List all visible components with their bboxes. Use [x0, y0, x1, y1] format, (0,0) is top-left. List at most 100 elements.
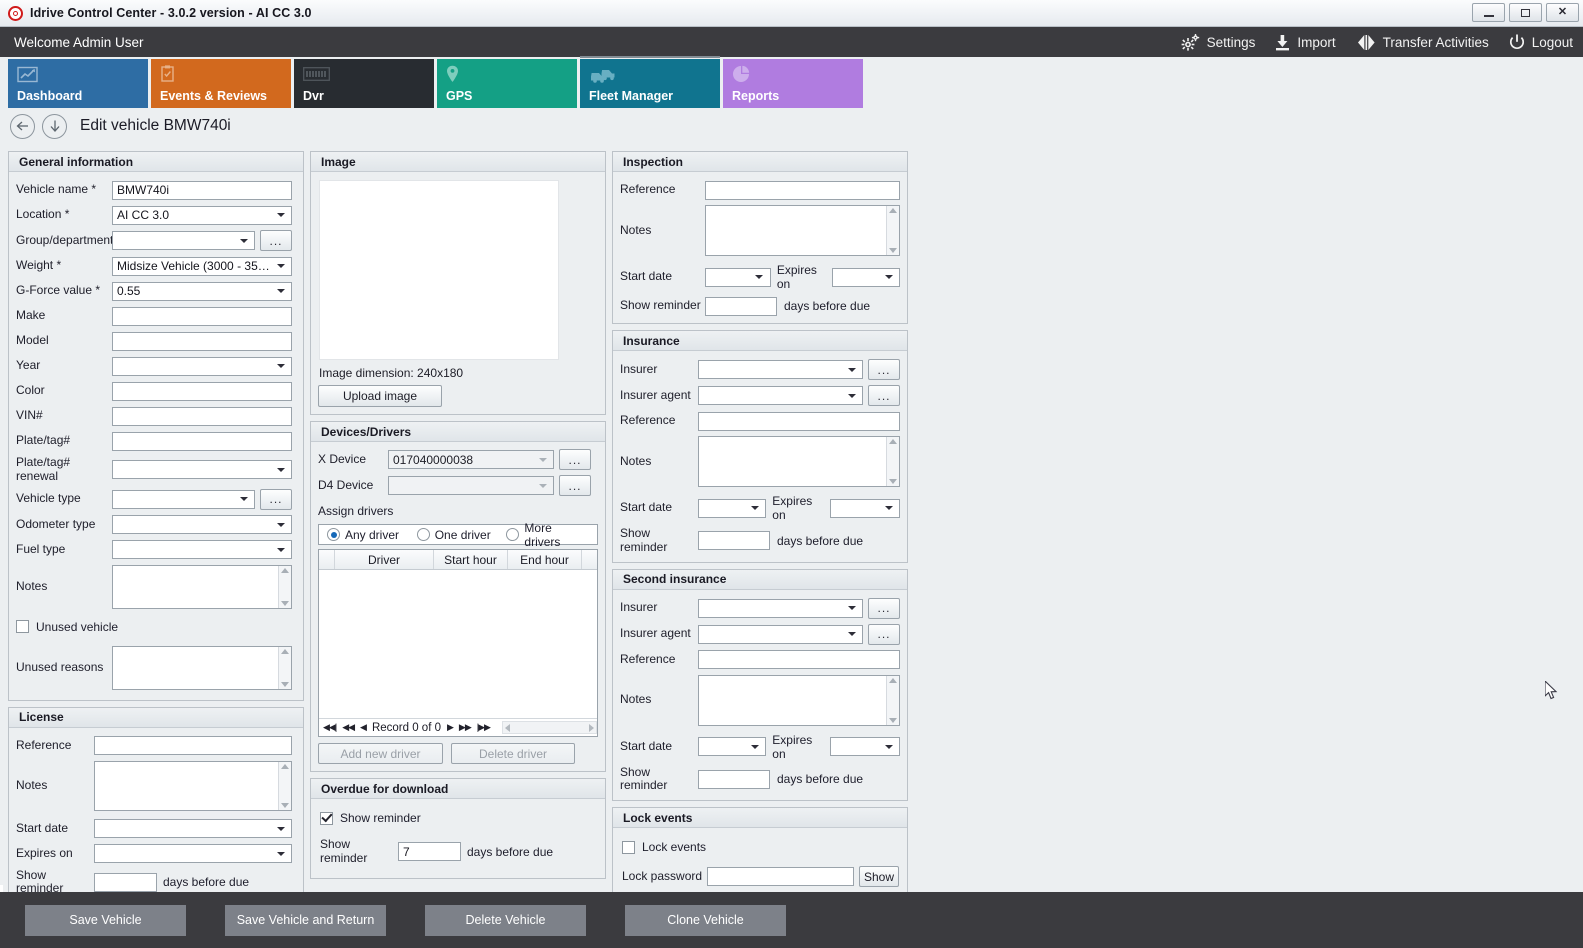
second-insurance-start-date-select[interactable] [698, 737, 767, 757]
vehicle-type-select[interactable] [112, 489, 255, 509]
plate-renewal-select[interactable] [112, 460, 292, 480]
inspection-reference-input[interactable] [705, 180, 900, 200]
tab-reports[interactable]: Reports [723, 59, 863, 108]
save-vehicle-button[interactable]: Save Vehicle [25, 904, 186, 936]
scrollbar-vertical[interactable] [278, 761, 291, 810]
weight-select[interactable]: Midsize Vehicle (3000 - 3500 p... [112, 256, 292, 276]
show-password-button[interactable]: Show [859, 866, 899, 888]
year-select[interactable] [112, 356, 292, 376]
lock-events-checkbox[interactable]: Lock events [622, 840, 706, 854]
odometer-type-select[interactable] [112, 515, 292, 535]
radio-one-driver[interactable]: One driver [416, 528, 507, 542]
tab-events-reviews[interactable]: Events & Reviews [151, 59, 291, 108]
transfer-icon [1356, 34, 1376, 51]
insurance-agent-browse-button[interactable]: ... [868, 385, 900, 406]
color-input[interactable] [112, 381, 292, 401]
group-department-browse-button[interactable]: ... [260, 230, 292, 251]
grid-col-start-hour[interactable]: Start hour [434, 550, 508, 569]
license-reference-input[interactable] [94, 736, 292, 756]
delete-driver-button[interactable]: Delete driver [451, 743, 575, 764]
inspection-expires-select[interactable] [832, 267, 900, 287]
fuel-type-select[interactable] [112, 540, 292, 560]
nav-transfer-activities[interactable]: Transfer Activities [1356, 34, 1489, 51]
location-select[interactable]: AI CC 3.0 [112, 205, 292, 225]
overdue-reminder-input[interactable] [398, 842, 461, 862]
save-vehicle-and-return-button[interactable]: Save Vehicle and Return [225, 904, 386, 936]
license-reminder-input[interactable] [94, 872, 157, 892]
inspection-start-date-select[interactable] [705, 267, 771, 287]
scrollbar-vertical[interactable] [278, 565, 291, 608]
drivers-grid-body[interactable] [319, 570, 597, 718]
insurance-reminder-input[interactable] [698, 531, 770, 551]
insurance-expires-select[interactable] [829, 498, 900, 518]
vin-input[interactable] [112, 406, 292, 426]
overdue-show-reminder-checkbox[interactable]: Show reminder [320, 811, 421, 825]
group-department-select[interactable] [112, 231, 255, 250]
insurance-insurer-select[interactable] [698, 360, 863, 379]
scrollbar-vertical[interactable] [886, 437, 899, 486]
license-start-date-select[interactable] [94, 819, 292, 839]
second-insurance-reminder-input[interactable] [698, 769, 770, 789]
make-input[interactable] [112, 306, 292, 326]
prev-record-icon[interactable]: ◀ [360, 722, 367, 732]
arrow-left-circle-icon[interactable] [10, 113, 35, 139]
last-record-icon[interactable]: |▶▶ [476, 722, 491, 732]
second-insurance-insurer-select[interactable] [698, 598, 863, 618]
prev-page-icon[interactable]: ◀◀ [342, 722, 355, 732]
next-page-icon[interactable]: ▶▶ [458, 722, 472, 732]
vehicle-name-input[interactable] [112, 180, 292, 200]
radio-more-drivers[interactable]: More drivers [506, 521, 589, 549]
unused-reasons-textarea[interactable] [112, 645, 292, 690]
license-notes-textarea[interactable] [94, 760, 292, 811]
add-new-driver-button[interactable]: Add new driver [318, 743, 443, 764]
nav-import[interactable]: Import [1275, 34, 1336, 51]
insurance-agent-select[interactable] [698, 386, 863, 405]
second-insurance-agent-browse-button[interactable]: ... [868, 623, 900, 645]
tab-fleet-manager[interactable]: Fleet Manager [580, 56, 720, 108]
x-device-browse-button[interactable]: ... [559, 449, 591, 470]
grid-col-end-hour[interactable]: End hour [508, 550, 582, 569]
gforce-select[interactable]: 0.55 [112, 281, 292, 301]
nav-logout[interactable]: Logout [1509, 34, 1573, 51]
insurance-start-date-select[interactable] [698, 498, 767, 518]
second-insurance-notes-textarea[interactable] [698, 674, 900, 726]
second-insurance-reference-input[interactable] [698, 650, 900, 670]
lock-password-input[interactable] [707, 867, 854, 887]
second-insurance-expires-select[interactable] [829, 737, 900, 757]
vehicle-type-browse-button[interactable]: ... [260, 488, 292, 510]
scrollbar-vertical[interactable] [886, 675, 899, 725]
tab-dvr[interactable]: Dvr [294, 59, 434, 108]
model-input[interactable] [112, 331, 292, 351]
close-icon[interactable]: ✕ [1546, 3, 1579, 22]
next-record-icon[interactable]: ▶ [447, 722, 454, 732]
inspection-notes-textarea[interactable] [705, 205, 900, 256]
inspection-reminder-input[interactable] [705, 296, 777, 316]
insurance-reference-input[interactable] [698, 411, 900, 431]
first-record-icon[interactable]: ◀◀| [323, 722, 337, 732]
clone-vehicle-button[interactable]: Clone Vehicle [625, 904, 786, 936]
x-device-select[interactable]: 017040000038 [388, 450, 554, 469]
scrollbar-vertical[interactable] [278, 646, 291, 689]
d4-device-browse-button[interactable]: ... [559, 475, 591, 496]
insurance-insurer-browse-button[interactable]: ... [868, 359, 900, 380]
upload-image-button[interactable]: Upload image [318, 385, 442, 407]
scrollbar-vertical[interactable] [886, 206, 899, 255]
unused-vehicle-checkbox[interactable]: Unused vehicle [16, 620, 118, 634]
arrow-down-circle-icon[interactable] [42, 113, 67, 139]
delete-vehicle-button[interactable]: Delete Vehicle [425, 904, 586, 936]
license-expires-select[interactable] [94, 844, 292, 864]
grid-col-driver[interactable]: Driver [335, 550, 434, 569]
horizontal-scrollbar[interactable] [501, 721, 597, 734]
tab-gps[interactable]: GPS [437, 59, 577, 108]
tab-dashboard[interactable]: Dashboard [8, 59, 148, 108]
second-insurance-agent-select[interactable] [698, 624, 863, 644]
insurance-notes-textarea[interactable] [698, 436, 900, 487]
d4-device-select[interactable] [388, 476, 554, 495]
general-notes-textarea[interactable] [112, 564, 292, 609]
maximize-icon[interactable] [1509, 3, 1542, 22]
nav-settings[interactable]: Settings [1181, 33, 1255, 51]
second-insurance-insurer-browse-button[interactable]: ... [868, 597, 900, 619]
plate-tag-input[interactable] [112, 431, 292, 451]
minimize-icon[interactable] [1472, 3, 1505, 22]
radio-any-driver[interactable]: Any driver [327, 528, 417, 542]
